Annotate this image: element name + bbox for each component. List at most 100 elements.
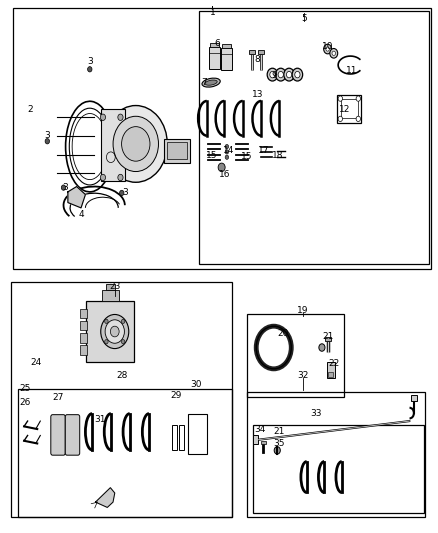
Circle shape bbox=[105, 319, 108, 324]
Circle shape bbox=[45, 139, 49, 144]
Bar bbox=[328, 372, 333, 377]
Circle shape bbox=[225, 144, 229, 149]
Bar bbox=[258, 50, 264, 54]
Text: 17: 17 bbox=[258, 146, 270, 155]
Text: 30: 30 bbox=[191, 381, 202, 389]
Text: 23: 23 bbox=[109, 282, 120, 291]
Text: 32: 32 bbox=[297, 371, 309, 379]
Circle shape bbox=[118, 114, 123, 120]
Text: 15: 15 bbox=[206, 151, 218, 160]
Text: 4: 4 bbox=[78, 210, 84, 219]
Bar bbox=[11, 282, 232, 517]
Text: 34: 34 bbox=[254, 425, 266, 433]
Text: 25: 25 bbox=[20, 384, 31, 392]
Circle shape bbox=[121, 319, 125, 324]
Bar bbox=[261, 441, 266, 444]
Bar bbox=[18, 389, 232, 517]
Circle shape bbox=[267, 68, 278, 81]
Ellipse shape bbox=[202, 78, 220, 87]
Text: 11: 11 bbox=[346, 66, 357, 75]
Bar bbox=[164, 139, 190, 163]
Circle shape bbox=[356, 116, 360, 122]
Circle shape bbox=[225, 155, 229, 159]
Bar bbox=[102, 290, 119, 301]
Bar bbox=[341, 99, 358, 118]
Text: 1: 1 bbox=[209, 8, 215, 17]
Text: 31: 31 bbox=[94, 415, 106, 424]
Bar bbox=[86, 301, 134, 362]
Circle shape bbox=[274, 447, 280, 454]
Bar bbox=[13, 8, 431, 269]
Bar bbox=[80, 321, 87, 330]
Bar bbox=[249, 50, 255, 54]
Bar bbox=[325, 337, 331, 341]
Circle shape bbox=[122, 127, 150, 161]
Circle shape bbox=[324, 44, 332, 54]
Text: 29: 29 bbox=[170, 391, 182, 400]
Circle shape bbox=[100, 114, 106, 120]
Bar bbox=[247, 392, 425, 517]
Circle shape bbox=[105, 340, 108, 344]
Circle shape bbox=[295, 71, 300, 78]
Bar bbox=[210, 43, 219, 47]
Circle shape bbox=[61, 185, 66, 190]
Text: 12: 12 bbox=[339, 105, 350, 114]
Bar bbox=[101, 109, 125, 181]
Circle shape bbox=[286, 71, 292, 78]
Bar bbox=[179, 425, 184, 450]
Circle shape bbox=[292, 68, 303, 81]
Circle shape bbox=[88, 67, 92, 72]
Circle shape bbox=[338, 96, 343, 101]
Text: 6: 6 bbox=[214, 39, 220, 48]
Bar bbox=[253, 435, 258, 444]
Text: 16: 16 bbox=[219, 171, 230, 179]
Ellipse shape bbox=[205, 80, 217, 85]
Circle shape bbox=[284, 68, 294, 81]
Circle shape bbox=[225, 150, 229, 154]
Text: 24: 24 bbox=[31, 358, 42, 367]
Text: 2: 2 bbox=[27, 105, 32, 114]
Circle shape bbox=[332, 51, 336, 55]
Bar bbox=[327, 362, 335, 378]
Circle shape bbox=[120, 190, 124, 196]
Bar bbox=[106, 284, 115, 290]
Text: 8: 8 bbox=[254, 55, 260, 64]
Bar bbox=[188, 414, 207, 454]
Bar bbox=[199, 11, 429, 264]
Circle shape bbox=[104, 106, 167, 182]
Circle shape bbox=[326, 47, 329, 51]
Bar bbox=[172, 425, 177, 450]
Text: 28: 28 bbox=[116, 372, 127, 380]
Text: 19: 19 bbox=[297, 306, 309, 314]
Text: 33: 33 bbox=[311, 409, 322, 417]
Text: 3: 3 bbox=[62, 183, 68, 192]
Circle shape bbox=[356, 96, 360, 101]
Text: 9: 9 bbox=[272, 71, 278, 80]
Polygon shape bbox=[68, 187, 85, 208]
Circle shape bbox=[113, 116, 159, 172]
Circle shape bbox=[105, 320, 124, 343]
Text: 3: 3 bbox=[44, 132, 50, 140]
FancyBboxPatch shape bbox=[65, 415, 80, 455]
Bar bbox=[337, 95, 361, 123]
Circle shape bbox=[110, 326, 119, 337]
Text: 20: 20 bbox=[278, 329, 289, 337]
Bar bbox=[80, 345, 87, 355]
Text: 13: 13 bbox=[252, 91, 263, 99]
Circle shape bbox=[276, 68, 286, 81]
Circle shape bbox=[338, 116, 343, 122]
Bar bbox=[247, 314, 344, 397]
Bar bbox=[222, 44, 231, 48]
Circle shape bbox=[101, 314, 129, 349]
Circle shape bbox=[100, 174, 106, 181]
Text: 18: 18 bbox=[272, 151, 284, 160]
Text: 15: 15 bbox=[241, 152, 252, 161]
Text: 5: 5 bbox=[301, 14, 307, 23]
Text: 22: 22 bbox=[328, 359, 339, 368]
Circle shape bbox=[118, 174, 123, 181]
Text: 26: 26 bbox=[20, 398, 31, 407]
Circle shape bbox=[218, 163, 225, 172]
Bar bbox=[411, 395, 417, 401]
Text: 3: 3 bbox=[122, 189, 128, 197]
Text: 27: 27 bbox=[52, 393, 64, 401]
